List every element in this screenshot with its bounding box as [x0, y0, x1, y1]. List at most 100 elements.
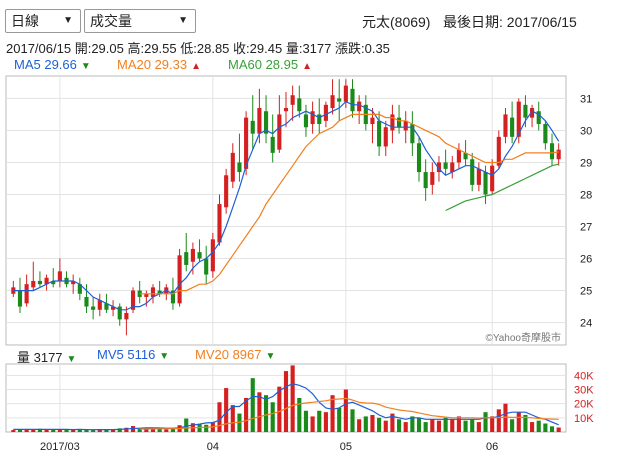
candle-body	[270, 136, 275, 153]
ma60-legend: MA60 28.95 ▲	[228, 57, 312, 72]
volume-bar	[137, 428, 142, 432]
down-arrow-icon: ▼	[159, 351, 170, 362]
candle-body	[71, 280, 76, 285]
volume-bar	[536, 420, 541, 432]
x-tick-label: 04	[207, 441, 219, 453]
mv20-legend: MV20 8967 ▼	[195, 347, 275, 362]
price-tick-label: 28	[580, 189, 592, 201]
volume-bar	[516, 412, 521, 432]
volume-bar	[97, 429, 102, 432]
volume-bar	[184, 418, 189, 432]
candle-body	[450, 162, 455, 173]
candle-body	[297, 98, 302, 112]
period-select-value: 日線	[11, 13, 39, 29]
volume-bar	[510, 419, 515, 432]
candle-body	[157, 290, 162, 294]
candle-body	[217, 204, 222, 243]
volume-bar	[556, 427, 561, 432]
candle-body	[503, 114, 508, 137]
ma5-label: MA5 29.66	[14, 57, 77, 72]
volume-bar	[104, 429, 109, 432]
volume-bar	[197, 424, 202, 432]
period-select[interactable]: 日線 ▼	[5, 9, 81, 33]
candle-body	[24, 284, 29, 304]
candle-body	[97, 300, 102, 310]
volume-bar	[170, 428, 176, 432]
volume-bar	[24, 429, 29, 432]
candle-body	[403, 120, 408, 131]
volume-bar	[390, 413, 395, 432]
candle-body	[470, 159, 475, 185]
candle-body	[543, 124, 548, 144]
ma20-label: MA20 29.33	[117, 57, 188, 72]
volume-bar	[204, 424, 209, 432]
down-arrow-icon: ▼	[80, 61, 91, 72]
candle-body	[483, 172, 488, 195]
candle-body	[390, 114, 395, 131]
volume-bar	[496, 409, 501, 432]
volume-bar	[250, 378, 255, 432]
candle-body	[330, 95, 335, 109]
candle-body	[150, 287, 156, 297]
volume-bar	[317, 410, 322, 432]
candle-body	[170, 290, 176, 304]
candle-body	[549, 143, 555, 160]
quote-low: 低:28.85	[180, 41, 230, 56]
volume-bar	[323, 412, 328, 432]
mv5-line	[13, 383, 559, 431]
volume-bar	[450, 419, 455, 432]
candle-body	[337, 98, 342, 102]
mv5-label: MV5 5116	[97, 347, 156, 362]
volume-bar	[257, 392, 262, 432]
volume-bar	[44, 429, 49, 432]
x-tick-label: 2017/03	[40, 441, 80, 453]
x-tick-label: 05	[340, 441, 352, 453]
candle-body	[383, 127, 388, 147]
price-tick-label: 29	[580, 157, 592, 169]
volume-bar	[217, 402, 222, 432]
last-date: 最後日期: 2017/06/15	[443, 14, 577, 30]
volume-bar	[549, 426, 555, 432]
candle-body	[51, 280, 56, 285]
volume-bar	[443, 417, 448, 432]
candle-body	[57, 271, 62, 281]
volume-bar	[463, 420, 468, 432]
volume-tick-label: 10K	[574, 413, 594, 425]
volume-bar	[530, 422, 535, 432]
price-tick-label: 27	[580, 222, 592, 234]
candle-body	[416, 143, 422, 173]
candle-body	[436, 162, 442, 173]
volume-bar	[290, 365, 295, 432]
volume-bar	[77, 429, 82, 432]
candle-body	[423, 172, 428, 189]
candle-body	[137, 290, 142, 297]
volume-bar	[64, 429, 69, 432]
ma60-line	[445, 163, 559, 212]
quote-change: 漲跌:0.35	[335, 41, 390, 56]
volume-bar	[17, 429, 23, 432]
ma5-legend: MA5 29.66 ▼	[14, 57, 91, 72]
indicator-select[interactable]: 成交量 ▼	[84, 9, 196, 33]
price-tick-label: 31	[580, 93, 592, 105]
candle-body	[117, 306, 122, 320]
volume-legend: 量 3177 ▼	[17, 347, 76, 366]
candle-body	[350, 88, 355, 112]
candle-body	[230, 152, 235, 182]
candle-body	[370, 117, 375, 125]
volume-bar	[270, 402, 275, 432]
candle-body	[290, 95, 295, 105]
candle-body	[377, 120, 382, 147]
volume-bar	[523, 415, 528, 432]
volume-bar	[57, 429, 62, 432]
candle-body	[396, 117, 402, 128]
down-arrow-icon: ▼	[265, 351, 276, 362]
candle-body	[496, 136, 501, 166]
volume-bar	[224, 388, 229, 432]
price-tick-label: 25	[580, 286, 592, 298]
candle-body	[184, 252, 189, 265]
chevron-down-icon: ▼	[63, 15, 73, 26]
candle-body	[283, 108, 289, 112]
volume-bar	[31, 429, 36, 432]
candle-body	[17, 290, 23, 307]
